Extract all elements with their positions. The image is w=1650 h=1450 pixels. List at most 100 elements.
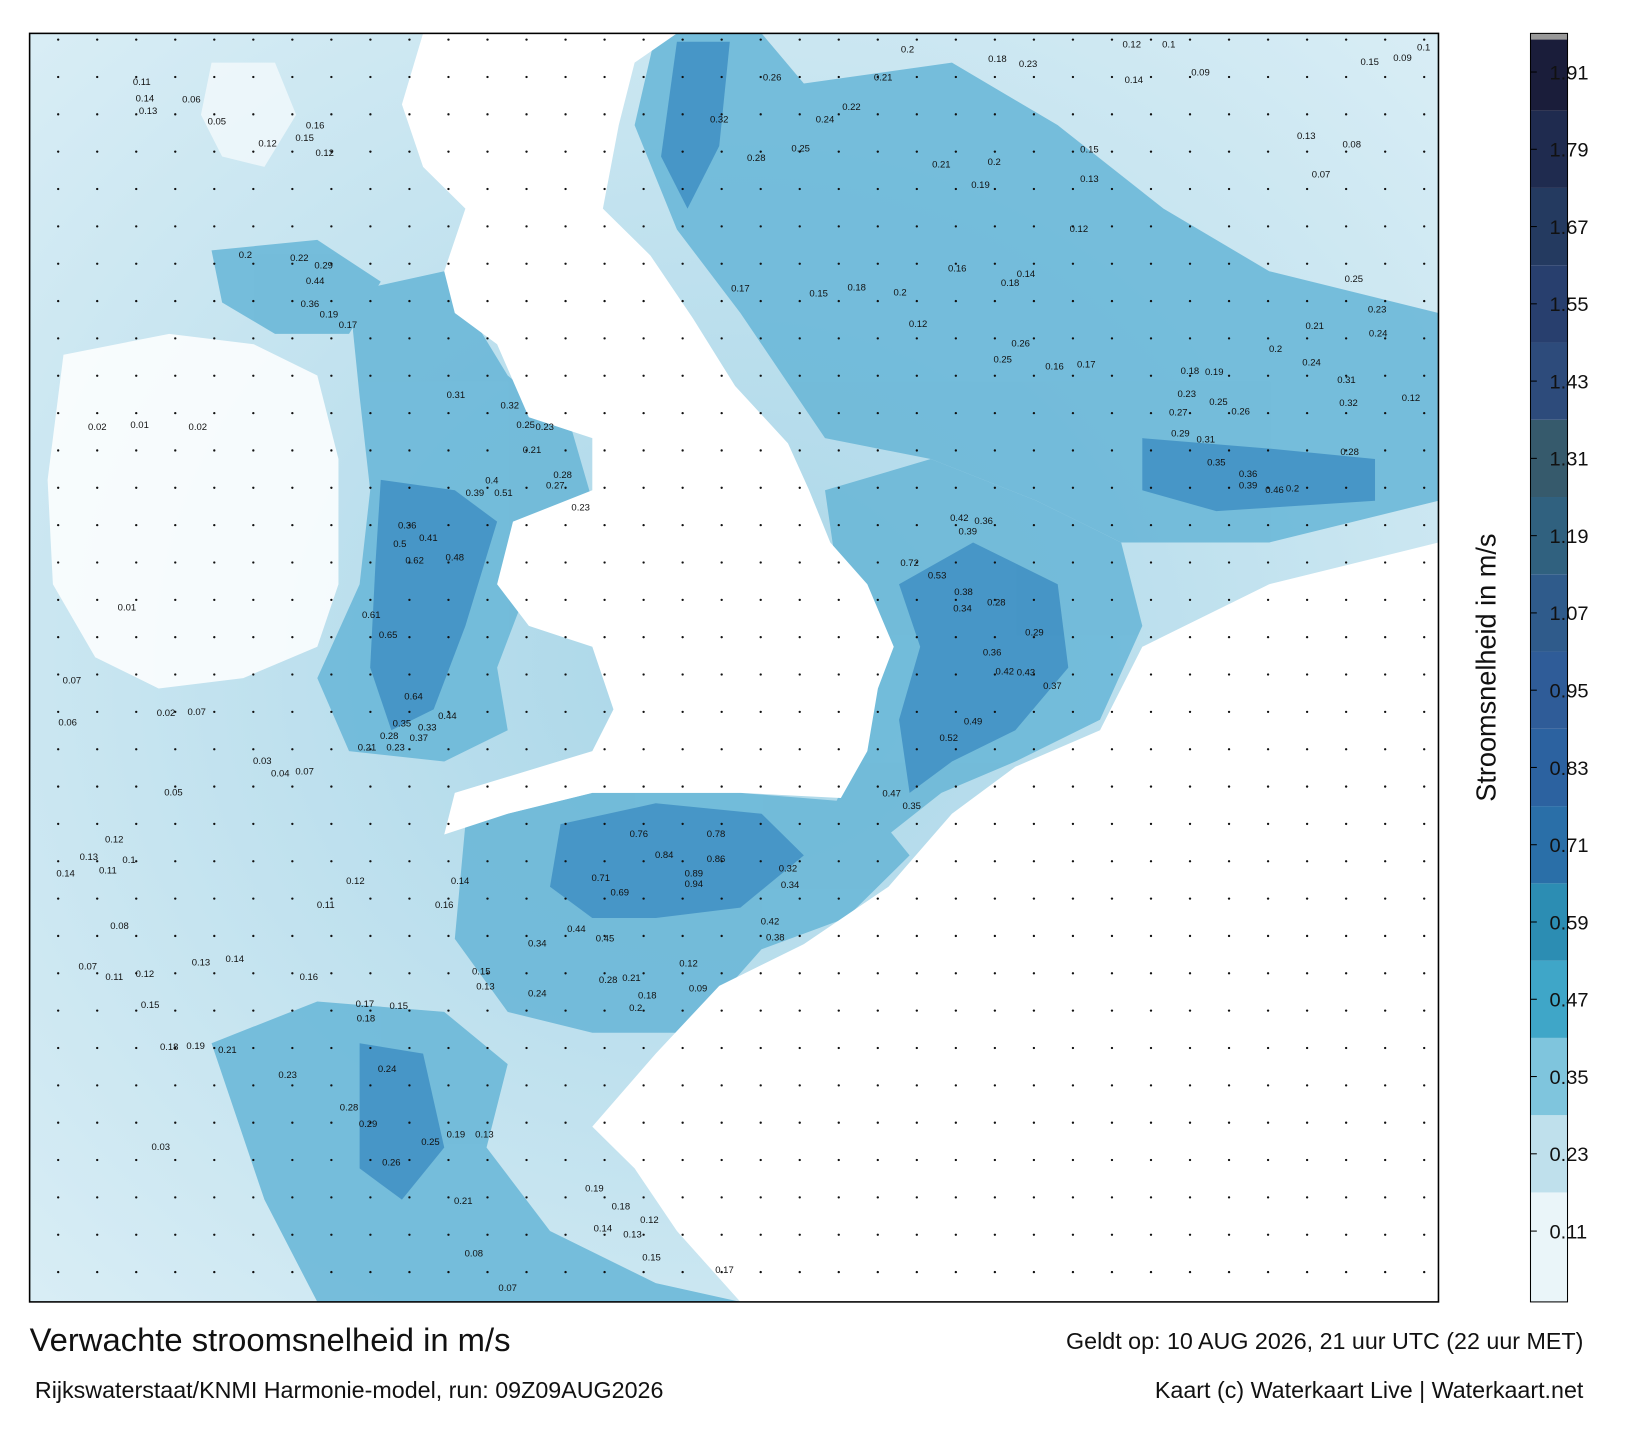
grid-dot xyxy=(135,486,138,489)
grid-dot xyxy=(1227,523,1231,527)
grid-dot xyxy=(525,1270,528,1274)
grid-dot xyxy=(1188,934,1192,938)
grid-dot xyxy=(954,486,958,489)
grid-dot xyxy=(1384,150,1387,153)
speed-label: 0.2 xyxy=(1286,484,1299,495)
grid-dot xyxy=(291,1196,294,1199)
grid-dot xyxy=(1071,1270,1075,1274)
grid-dot xyxy=(213,1158,216,1162)
speed-label: 0.19 xyxy=(320,310,339,321)
speed-label: 0.19 xyxy=(971,180,990,191)
grid-dot xyxy=(876,38,879,41)
grid-dot xyxy=(915,636,918,639)
speed-label: 0.02 xyxy=(157,708,176,719)
speed-label: 0.26 xyxy=(1231,407,1250,418)
grid-dot xyxy=(642,748,645,751)
grid-dot xyxy=(876,710,879,714)
grid-dot xyxy=(525,374,528,377)
grid-dot xyxy=(252,598,255,601)
grid-dot xyxy=(681,1158,684,1162)
grid-dot xyxy=(759,748,762,751)
grid-dot xyxy=(174,1009,177,1012)
grid-dot xyxy=(876,262,879,265)
grid-dot xyxy=(57,38,60,41)
grid-dot xyxy=(291,673,294,676)
grid-dot xyxy=(57,1121,60,1124)
grid-dot xyxy=(408,561,411,564)
grid-dot xyxy=(1071,636,1075,639)
grid-dot xyxy=(213,897,216,900)
grid-dot xyxy=(876,598,879,601)
grid-dot xyxy=(96,38,99,41)
grid-dot xyxy=(876,299,879,303)
grid-dot xyxy=(486,449,489,452)
speed-label: 0.12 xyxy=(640,1215,659,1226)
grid-dot xyxy=(603,337,606,340)
grid-dot xyxy=(1188,1196,1192,1199)
grid-dot xyxy=(1110,636,1114,639)
grid-dot xyxy=(369,225,372,228)
grid-dot xyxy=(1032,113,1036,116)
grid-dot xyxy=(642,897,645,900)
grid-dot xyxy=(57,337,60,340)
colorbar-tick-label: 1.55 xyxy=(1550,294,1589,316)
grid-dot xyxy=(993,636,997,639)
speed-label: 0.29 xyxy=(359,1119,378,1130)
grid-dot xyxy=(330,299,333,303)
grid-dot xyxy=(1188,1084,1192,1087)
grid-dot xyxy=(564,187,567,191)
grid-dot xyxy=(135,972,138,975)
grid-dot xyxy=(1266,1233,1270,1236)
grid-dot xyxy=(876,486,879,489)
speed-label: 0.18 xyxy=(638,991,657,1002)
grid-dot xyxy=(1423,113,1426,116)
grid-dot xyxy=(564,1121,567,1124)
grid-dot xyxy=(837,1121,840,1124)
speed-label: 0.27 xyxy=(1169,408,1188,419)
grid-dot xyxy=(486,299,489,303)
speed-label: 0.78 xyxy=(707,829,726,840)
grid-dot xyxy=(252,187,255,191)
grid-dot xyxy=(486,897,489,900)
grid-dot xyxy=(1384,598,1387,601)
grid-dot xyxy=(1384,673,1387,676)
grid-dot xyxy=(213,822,216,826)
speed-label: 0.52 xyxy=(940,733,959,744)
grid-dot xyxy=(447,486,450,489)
grid-dot xyxy=(447,1046,450,1050)
grid-dot xyxy=(1344,75,1348,79)
grid-dot xyxy=(564,1158,567,1162)
grid-dot xyxy=(798,1196,801,1199)
grid-dot xyxy=(213,1046,216,1050)
grid-dot xyxy=(135,785,138,788)
grid-dot xyxy=(603,225,606,228)
land xyxy=(47,33,1439,1302)
grid-dot xyxy=(408,1270,411,1274)
grid-dot xyxy=(1344,897,1348,900)
grid-dot xyxy=(369,710,372,714)
speed-label: 0.4 xyxy=(485,475,498,486)
grid-dot xyxy=(915,262,918,265)
grid-dot xyxy=(564,150,567,153)
grid-dot xyxy=(720,822,723,826)
grid-dot xyxy=(1188,411,1192,415)
speed-label: 0.2 xyxy=(988,157,1001,168)
grid-dot xyxy=(681,75,684,79)
grid-dot xyxy=(447,934,450,938)
speed-label: 0.03 xyxy=(152,1142,171,1153)
grid-dot xyxy=(1110,187,1114,191)
grid-dot xyxy=(57,1196,60,1199)
speed-label: 0.39 xyxy=(466,488,485,499)
grid-dot xyxy=(993,187,997,191)
grid-dot xyxy=(135,337,138,340)
grid-dot xyxy=(213,337,216,340)
grid-dot xyxy=(954,598,958,601)
grid-dot xyxy=(1305,449,1309,452)
grid-dot xyxy=(837,1270,840,1274)
grid-dot xyxy=(720,38,723,41)
grid-dot xyxy=(1227,150,1231,153)
grid-dot xyxy=(1149,822,1153,826)
colorbar-tick-label: 0.83 xyxy=(1550,758,1589,780)
grid-dot xyxy=(915,75,918,79)
grid-dot xyxy=(291,561,294,564)
